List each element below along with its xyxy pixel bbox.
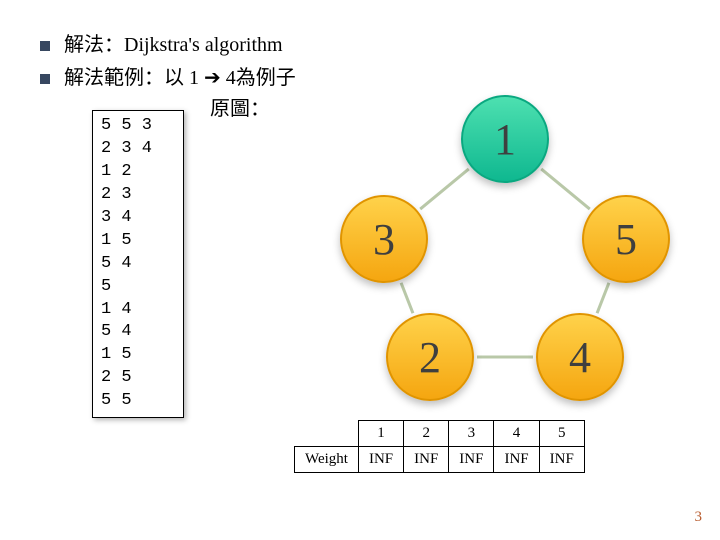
table-header: 3 bbox=[449, 421, 494, 447]
input-data-row: 5 bbox=[101, 276, 175, 299]
table-cell: INF bbox=[449, 447, 494, 473]
bullet-line-1: 解法：Dijkstra's algorithm bbox=[40, 28, 720, 57]
square-bullet-icon bbox=[40, 74, 50, 84]
input-data-row: 2 3 4 bbox=[101, 138, 175, 161]
graph-node-1: 1 bbox=[461, 95, 549, 183]
graph-node-3: 3 bbox=[340, 195, 428, 283]
weight-table: 12345 WeightINFINFINFINFINF bbox=[294, 420, 585, 473]
table-header: 4 bbox=[494, 421, 539, 447]
input-data-row: 1 5 bbox=[101, 230, 175, 253]
input-data-row: 2 3 bbox=[101, 184, 175, 207]
input-data-row: 2 5 bbox=[101, 367, 175, 390]
graph-node-2: 2 bbox=[386, 313, 474, 401]
table-cell: INF bbox=[404, 447, 449, 473]
bullet-text: 解法：Dijkstra's algorithm bbox=[64, 28, 283, 57]
input-data-row: 1 4 bbox=[101, 299, 175, 322]
square-bullet-icon bbox=[40, 41, 50, 51]
input-data-row: 3 4 bbox=[101, 207, 175, 230]
input-data-box: 5 5 32 3 41 22 33 41 55 451 45 41 52 55 … bbox=[92, 110, 184, 418]
table-header: 5 bbox=[539, 421, 584, 447]
graph-edge bbox=[541, 169, 590, 209]
graph-edge bbox=[420, 169, 469, 209]
table-cell: INF bbox=[358, 447, 403, 473]
input-data-row: 1 2 bbox=[101, 161, 175, 184]
graph-node-4: 4 bbox=[536, 313, 624, 401]
graph-edge bbox=[401, 283, 413, 313]
table-header: 1 bbox=[358, 421, 403, 447]
input-data-row: 5 4 bbox=[101, 321, 175, 344]
input-data-row: 5 5 bbox=[101, 390, 175, 413]
table-cell: INF bbox=[494, 447, 539, 473]
bullet-line-2: 解法範例：以 1 ➔ 4為例子 bbox=[40, 61, 720, 90]
page-number: 3 bbox=[695, 509, 703, 526]
input-data-row: 1 5 bbox=[101, 344, 175, 367]
input-data-row: 5 4 bbox=[101, 253, 175, 276]
table-header: 2 bbox=[404, 421, 449, 447]
input-data-row: 5 5 3 bbox=[101, 115, 175, 138]
graph-diagram: 13 5 24 bbox=[320, 95, 690, 415]
table-row-label: Weight bbox=[295, 447, 359, 473]
graph-edge bbox=[597, 283, 609, 313]
bullet-text: 解法範例：以 1 ➔ 4為例子 bbox=[64, 61, 296, 90]
table-header-blank bbox=[295, 421, 359, 447]
graph-node-5: 5 bbox=[582, 195, 670, 283]
table-cell: INF bbox=[539, 447, 584, 473]
